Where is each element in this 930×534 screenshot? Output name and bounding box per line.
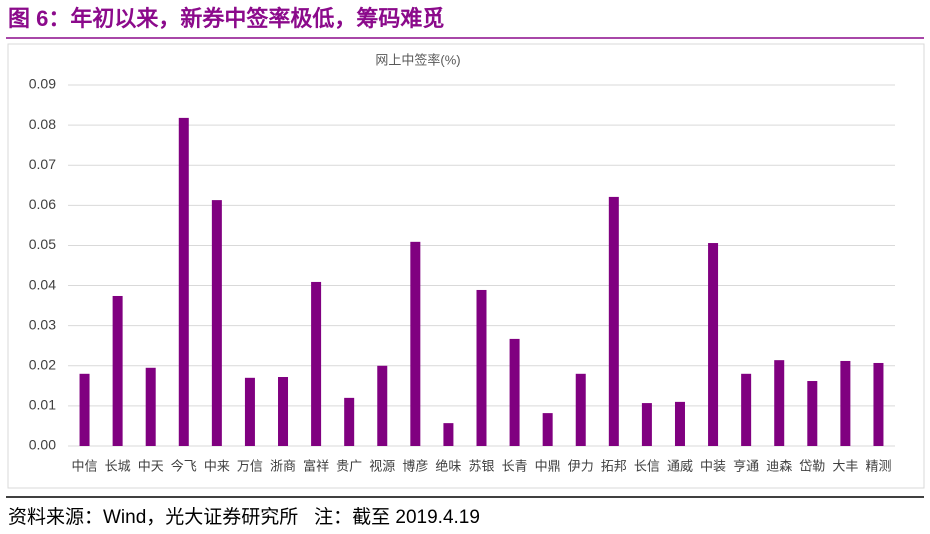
bar — [873, 362, 884, 446]
bar — [476, 289, 487, 446]
x-tick-label: 中来 — [204, 458, 230, 473]
bar — [741, 373, 752, 446]
y-tick-label: 0.07 — [29, 156, 56, 172]
x-tick-label: 绝味 — [435, 458, 461, 473]
bar — [311, 281, 322, 446]
bar — [840, 360, 851, 446]
y-tick-label: 0.09 — [29, 76, 56, 92]
bar — [509, 338, 520, 446]
x-tick-label: 中信 — [72, 458, 98, 473]
bar — [79, 373, 90, 446]
x-tick-label: 万信 — [237, 458, 263, 473]
y-tick-label: 0.00 — [29, 437, 56, 453]
bar — [244, 377, 255, 446]
y-tick-label: 0.02 — [29, 356, 56, 372]
x-tick-label: 通威 — [667, 458, 693, 473]
bar — [708, 243, 719, 446]
bar — [807, 381, 818, 446]
x-tick-label: 长青 — [502, 458, 528, 473]
x-tick-label: 中鼎 — [535, 458, 561, 473]
x-tick-label: 中装 — [700, 458, 726, 473]
x-tick-label: 浙商 — [270, 458, 296, 473]
x-tick-label: 长城 — [105, 458, 131, 473]
x-tick-label: 伊力 — [568, 458, 594, 473]
bar — [641, 403, 652, 446]
bar — [278, 377, 289, 446]
bar — [344, 397, 355, 446]
y-tick-label: 0.03 — [29, 316, 56, 332]
figure-title: 图 6：年初以来，新券中签率极低，筹码难觅 — [8, 6, 444, 31]
y-tick-label: 0.05 — [29, 236, 56, 252]
bar — [575, 373, 586, 446]
x-tick-label: 岱勒 — [799, 458, 825, 473]
x-tick-label: 今飞 — [171, 458, 197, 473]
x-tick-label: 长信 — [634, 458, 660, 473]
bar — [774, 360, 785, 446]
bar — [211, 200, 222, 446]
x-tick-label: 中天 — [138, 458, 164, 473]
chart-frame — [7, 43, 925, 489]
bar — [542, 413, 553, 446]
x-tick-label: 视源 — [369, 458, 395, 473]
bar — [674, 401, 685, 446]
chart-title: 网上中签率(%) — [375, 52, 460, 67]
bar — [608, 196, 619, 446]
x-tick-label: 贵广 — [336, 458, 362, 473]
y-tick-label: 0.08 — [29, 116, 56, 132]
x-tick-label: 迪森 — [766, 458, 792, 473]
x-tick-label: 博彦 — [402, 458, 428, 473]
bar — [377, 365, 388, 446]
x-tick-label: 精测 — [865, 458, 891, 473]
y-tick-label: 0.04 — [29, 276, 56, 292]
bar — [145, 367, 156, 446]
x-tick-label: 亨通 — [733, 458, 759, 473]
y-tick-label: 0.06 — [29, 196, 56, 212]
bar — [178, 117, 189, 446]
y-tick-label: 0.01 — [29, 397, 56, 413]
bar — [443, 423, 454, 446]
x-tick-label: 拓邦 — [601, 458, 627, 473]
x-tick-label: 苏银 — [468, 458, 494, 473]
x-tick-label: 大丰 — [832, 458, 858, 473]
bar — [112, 295, 123, 446]
bar — [410, 241, 421, 446]
source-note: 资料来源：Wind，光大证券研究所 注：截至 2019.4.19 — [8, 506, 480, 528]
x-tick-label: 富祥 — [303, 458, 329, 473]
